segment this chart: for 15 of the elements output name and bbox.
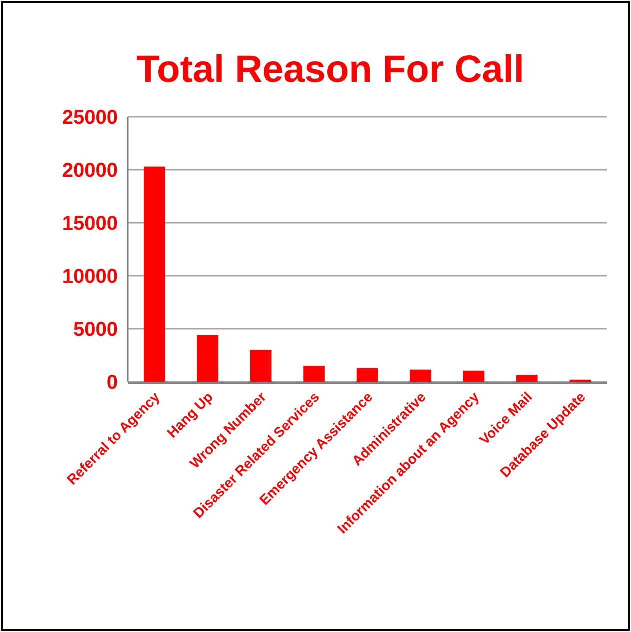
bar (516, 375, 538, 382)
y-tick-label: 25000 (62, 107, 118, 129)
bar (356, 368, 378, 382)
y-tick-label: 5000 (74, 319, 118, 341)
bar (410, 370, 432, 382)
bar (304, 366, 325, 382)
chart-title: Total Reason For Call (136, 49, 524, 91)
bar (197, 335, 218, 382)
bar (250, 350, 272, 382)
bar (463, 370, 485, 382)
y-tick-label: 0 (106, 372, 118, 394)
y-tick-label: 10000 (62, 266, 118, 288)
y-tick-label: 20000 (62, 160, 118, 182)
y-tick-label: 15000 (62, 213, 118, 235)
bar (144, 166, 166, 382)
